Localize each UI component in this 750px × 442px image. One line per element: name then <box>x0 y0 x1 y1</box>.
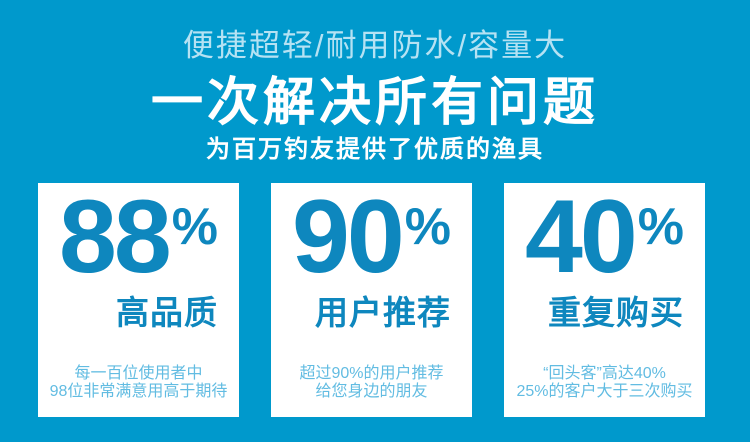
stat-line: 88 % <box>59 179 218 295</box>
stat-cards: 88 % 高品质 每一百位使用者中 98位非常满意用高于期待 90 % 用户推荐… <box>38 183 705 417</box>
stat-line: 90 % <box>292 179 451 295</box>
stat-value: 90 <box>292 179 405 295</box>
stat-line: 40 % <box>525 179 684 295</box>
stat-description: 每一百位使用者中 98位非常满意用高于期待 <box>50 365 228 401</box>
stat-card-repurchase: 40 % 重复购买 “回头客”高达40% 25%的客户大于三次购买 <box>504 183 705 417</box>
stat-value: 40 <box>525 179 638 295</box>
stat-group: 88 % 高品质 <box>59 179 218 334</box>
stat-description: 超过90%的用户推荐 给您身边的朋友 <box>299 365 443 401</box>
stat-description-line1: 超过90%的用户推荐 <box>299 365 444 382</box>
main-title: 一次解决所有问题 <box>150 74 599 132</box>
subtitle: 为百万钓友提供了优质的渔具 <box>206 136 544 163</box>
stat-card-recommend: 90 % 用户推荐 超过90%的用户推荐 给您身边的朋友 <box>271 183 472 417</box>
stat-description-line1: “回头客”高达40% <box>543 365 666 382</box>
stat-group: 90 % 用户推荐 <box>292 179 451 334</box>
stat-card-quality: 88 % 高品质 每一百位使用者中 98位非常满意用高于期待 <box>38 183 239 417</box>
percent-sign: % <box>404 198 451 256</box>
stat-label: 用户推荐 <box>314 294 451 332</box>
tagline: 便捷超轻/耐用防水/容量大 <box>182 28 568 63</box>
stat-group: 40 % 重复购买 <box>525 179 684 334</box>
stat-label: 高品质 <box>115 294 218 332</box>
stat-description-line2: 25%的客户大于三次购买 <box>516 383 693 400</box>
stat-description: “回头客”高达40% 25%的客户大于三次购买 <box>516 365 692 401</box>
percent-sign: % <box>171 198 218 256</box>
percent-sign: % <box>637 198 684 256</box>
stat-description-line2: 98位非常满意用高于期待 <box>49 383 228 400</box>
stat-label: 重复购买 <box>547 294 684 332</box>
stat-description-line2: 给您身边的朋友 <box>315 383 428 400</box>
stat-value: 88 <box>59 179 172 295</box>
stat-description-line1: 每一百位使用者中 <box>74 365 203 382</box>
